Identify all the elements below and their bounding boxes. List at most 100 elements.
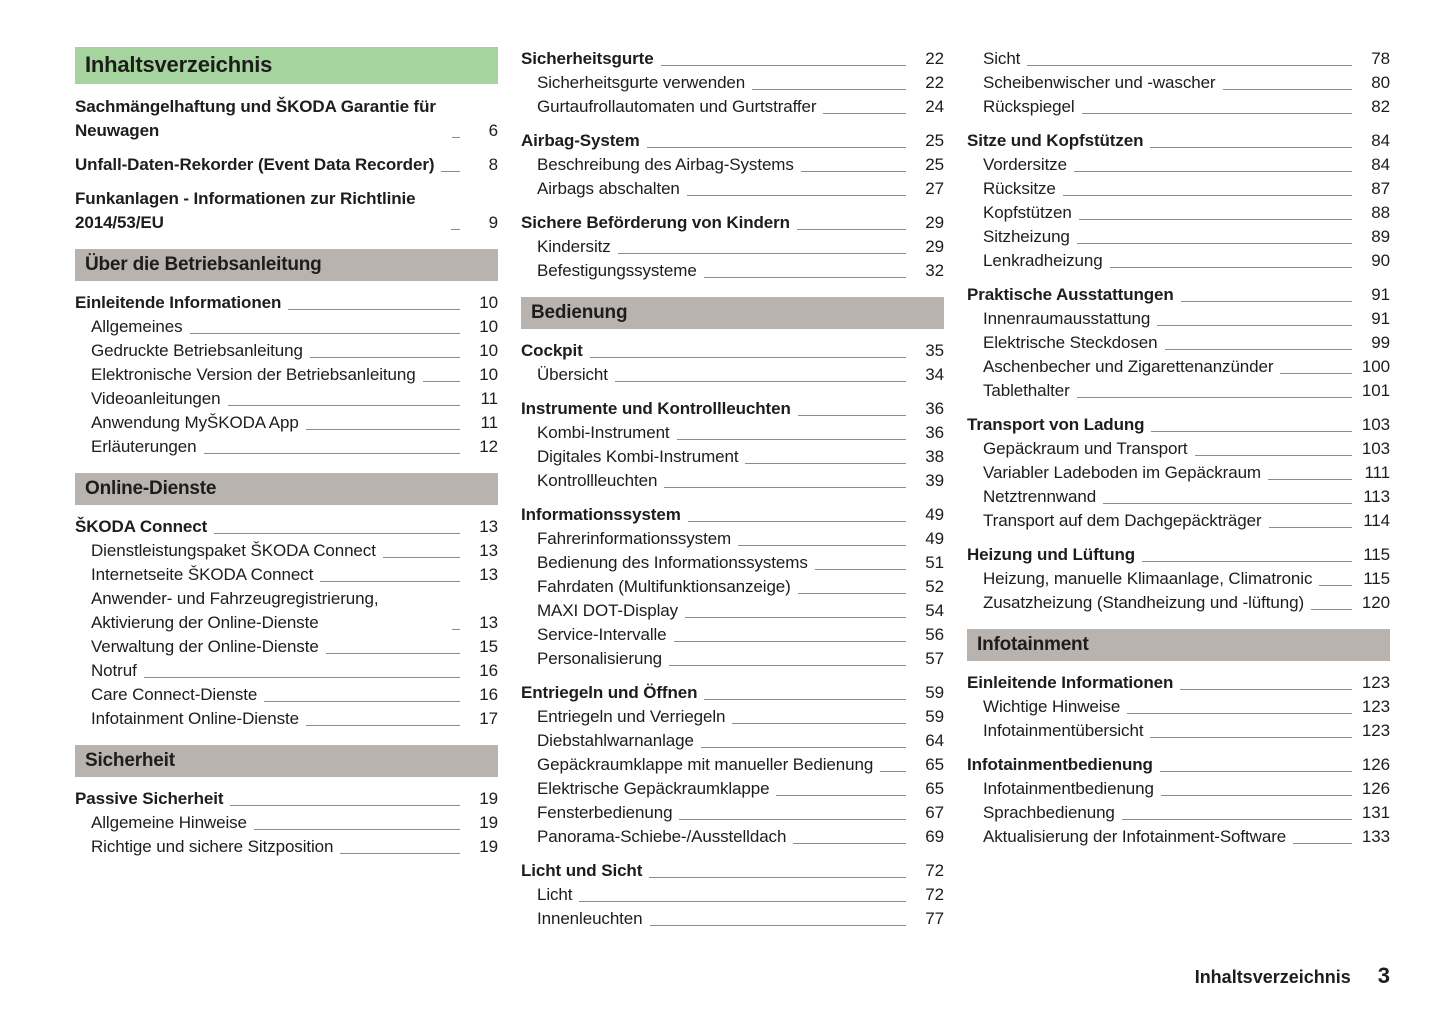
entry-title: Scheibenwischer und -wascher [983,73,1216,92]
toc-entry: Kopfstützen 88 [967,201,1390,225]
section-header-bar: Über die Betriebsanleitung [75,249,498,281]
entry-title: Elektrische Steckdosen [983,333,1158,352]
page-number: 87 [1371,179,1390,198]
leader-line [1180,689,1352,690]
leader-line [340,853,460,854]
leader-line [700,747,906,748]
toc-entry: Tablethalter 101 [967,379,1390,403]
toc-entry: Instrumente und Kontrollleuchten 36 [521,397,944,421]
toc-entry: Kindersitz 29 [521,235,944,259]
toc-entry: Dienstleistungspaket ŠKODA Connect 13 [75,539,498,563]
page-number: 69 [925,827,944,846]
page-number: 13 [479,517,498,536]
entry-title: Airbag-System [521,131,640,150]
footer: Inhaltsverzeichnis 3 [1195,963,1390,989]
toc-entry: Übersicht 34 [521,363,944,387]
toc-entry: Service-Intervalle 56 [521,623,944,647]
leader-line [669,665,906,666]
leader-line [451,137,460,138]
leader-line [1076,397,1352,398]
leader-line [1151,431,1352,432]
leader-line [800,171,906,172]
entry-title: Sichere Beförderung von Kindern [521,213,790,232]
entry-title: Elektronische Version der Betriebsanleit… [91,365,416,384]
entry-title: Einleitende Informationen [75,293,282,312]
entry-title: Anwendung MyŠKODA App [91,413,299,432]
leader-line [664,487,906,488]
page-number: 19 [479,813,498,832]
page-number: 111 [1364,463,1390,482]
page-number: 56 [925,625,944,644]
entry-title: Beschreibung des Airbag-Systems [537,155,794,174]
toc-entry: ŠKODA Connect 13 [75,515,498,539]
section-header-label: Online-Dienste [85,478,217,499]
toc-entry: Elektrische Gepäckraumklappe 65 [521,777,944,801]
page-number: 35 [925,341,944,360]
page-number: 123 [1361,721,1390,740]
leader-line [203,453,460,454]
entry-title: Kombi-Instrument [537,423,670,442]
page-number: 126 [1361,755,1390,774]
leader-line [745,463,906,464]
page-number: 72 [925,861,944,880]
entry-title: Heizung, manuelle Klimaanlage, Climatron… [983,569,1313,588]
page-number: 67 [925,803,944,822]
leader-line [382,557,460,558]
leader-line [1109,267,1352,268]
toc-entry: Digitales Kombi-Instrument 38 [521,445,944,469]
leader-line [676,439,906,440]
leader-line [660,65,906,66]
toc-entry: Personalisierung 57 [521,647,944,671]
entry-title: Heizung und Lüftung [967,545,1136,564]
page-number: 78 [1371,49,1390,68]
toc-entry: Sichere Beförderung von Kindern 29 [521,211,944,235]
page-number: 16 [479,685,498,704]
toc-entry: Entriegeln und Öffnen 59 [521,681,944,705]
page-number: 80 [1371,73,1390,92]
entry-title: Funkanlagen - Informationen zur Richtlin… [75,189,416,232]
toc-entry: Einleitende Informationen 123 [967,671,1390,695]
toc-entry: Zusatzheizung (Standheizung und -lüftung… [967,591,1390,615]
toc-group: ŠKODA Connect 13 Dienstleistungspaket ŠKOD… [75,515,498,731]
toc-entry: Unfall-Daten-Rekorder (Event Data Record… [75,153,498,177]
entry-title: Zusatzheizung (Standheizung und -lüftung… [983,593,1305,612]
toc-entry: Infotainment Online-Dienste 17 [75,707,498,731]
leader-line [1103,503,1352,504]
page-number: 84 [1371,155,1390,174]
entry-title: Personalisierung [537,649,663,668]
toc-entry: Transport auf dem Dachgepäckträger 114 [967,509,1390,533]
leader-line [649,877,906,878]
section-header-bar: Sicherheit [75,745,498,777]
entry-title: Passive Sicherheit [75,789,224,808]
leader-line [814,569,906,570]
entry-title: Sicherheitsgurte [521,49,654,68]
entry-title: Videoanleitungen [91,389,221,408]
leader-line [1160,795,1352,796]
toc-entry: Anwendung MyŠKODA App 11 [75,411,498,435]
entry-title: Cockpit [521,341,583,360]
toc-entry: Lenkradheizung 90 [967,249,1390,273]
toc-entry: Airbags abschalten 27 [521,177,944,201]
page-number: 10 [479,365,498,384]
leader-line [679,819,906,820]
entry-title: Rückspiegel [983,97,1075,116]
toc-group: Sachmängelhaftung und ŠKODA Garantie für… [75,95,498,143]
leader-line [1293,843,1352,844]
entry-title: Netztrennwand [983,487,1097,506]
page-number: 13 [479,541,498,560]
entry-title: Airbags abschalten [537,179,680,198]
entry-title: Gurtaufrollautomaten und Gurtstraffer [537,97,817,116]
entry-title: Fahrerinformationssystem [537,529,732,548]
entry-title: Elektrische Gepäckraumklappe [537,779,770,798]
page-number: 133 [1361,827,1390,846]
page-number: 29 [925,213,944,232]
leader-line [452,629,460,630]
page-number: 115 [1363,545,1390,564]
entry-title: Erläuterungen [91,437,197,456]
leader-line [1150,737,1352,738]
leader-line [451,229,460,230]
leader-line [673,641,906,642]
page-number: 39 [925,471,944,490]
entry-title: Sachmängelhaftung und ŠKODA Garantie für… [75,97,436,140]
toc-group: Passive Sicherheit 19 Allgemeine Hinweise 1… [75,787,498,859]
